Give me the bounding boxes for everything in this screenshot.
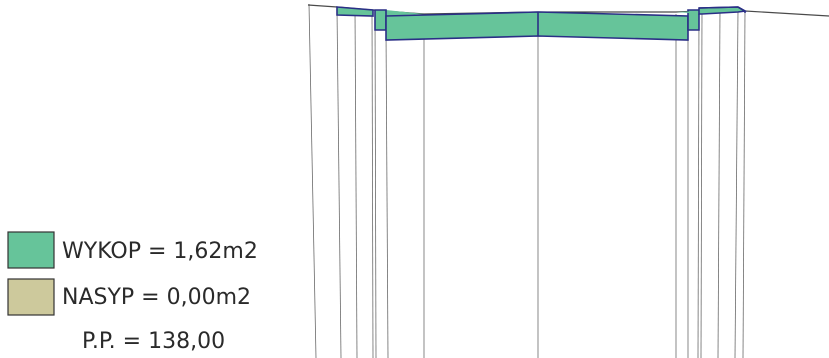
right-sidewalk-top <box>698 6 746 13</box>
legend-swatch-cut <box>7 231 55 269</box>
left-sidewalk-cut <box>336 6 374 17</box>
right-slope-cut <box>676 11 702 14</box>
vertical-line <box>371 9 374 358</box>
vertical-line <box>336 9 342 358</box>
cut-areas <box>336 6 748 41</box>
legend-label-fill: NASYP = 0,00m2 <box>62 285 251 310</box>
vertical-line <box>697 9 700 358</box>
vertical-line <box>374 9 377 358</box>
vertical-line <box>385 29 389 358</box>
vertical-line <box>742 9 746 358</box>
legend: WYKOP = 1,62m2 NASYP = 0,00m2 P.P. = 138… <box>7 231 258 354</box>
vertical-line <box>354 9 358 358</box>
vertical-reference-lines <box>308 3 746 358</box>
vertical-line <box>700 9 703 358</box>
station-label: P.P. = 138,00 <box>82 329 225 354</box>
right-curb-cut <box>687 9 700 31</box>
roadway-cut <box>385 11 689 41</box>
legend-swatch-fill <box>7 278 55 316</box>
left-curb-cut <box>374 9 387 31</box>
legend-label-cut: WYKOP = 1,62m2 <box>62 239 258 264</box>
vertical-line <box>308 3 317 358</box>
structure-outlines <box>537 6 746 36</box>
vertical-line <box>734 9 739 358</box>
vertical-line <box>717 9 721 358</box>
